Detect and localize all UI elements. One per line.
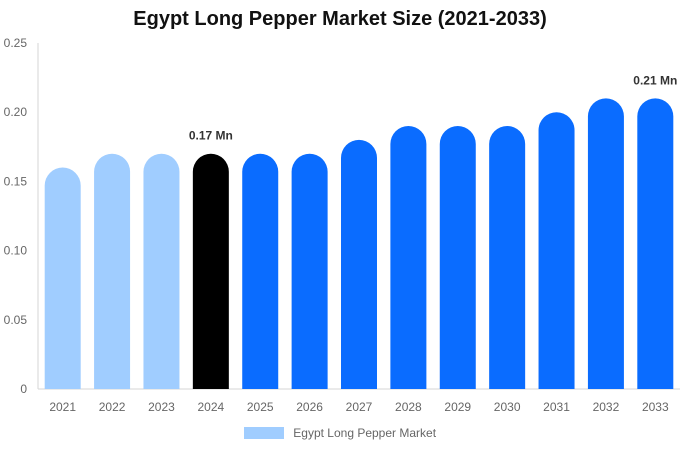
x-tick-label: 2024 — [197, 400, 224, 414]
legend-label: Egypt Long Pepper Market — [293, 425, 437, 440]
legend[interactable]: Egypt Long Pepper Market — [0, 425, 680, 440]
x-tick-label: 2031 — [543, 400, 570, 414]
y-tick-label: 0.20 — [4, 105, 28, 119]
x-tick-label: 2030 — [494, 400, 521, 414]
data-label: 0.17 Mn — [189, 129, 233, 143]
y-tick-label: 0 — [20, 382, 27, 396]
bar-2028 — [390, 126, 427, 390]
x-tick-label: 2033 — [642, 400, 669, 414]
y-tick-label: 0.25 — [4, 36, 28, 50]
bar-2026 — [291, 153, 328, 389]
chart-title: Egypt Long Pepper Market Size (2021-2033… — [133, 8, 547, 30]
x-tick-label: 2027 — [346, 400, 373, 414]
y-tick-label: 0.10 — [4, 244, 28, 258]
x-tick-label: 2026 — [296, 400, 323, 414]
bar-2029 — [439, 126, 476, 390]
x-tick-label: 2022 — [99, 400, 126, 414]
bar-2025 — [242, 153, 279, 389]
legend-swatch — [243, 426, 284, 439]
bar-2022 — [94, 153, 131, 389]
x-tick-label: 2025 — [247, 400, 274, 414]
x-tick-label: 2021 — [49, 400, 76, 414]
bar-2032 — [587, 98, 624, 390]
y-tick-label: 0.15 — [4, 174, 28, 188]
bar-2021 — [44, 167, 81, 389]
bar-2027 — [341, 139, 377, 389]
data-label: 0.21 Mn — [633, 73, 677, 87]
bar-2031 — [538, 112, 575, 389]
x-tick-label: 2028 — [395, 400, 422, 414]
x-tick-label: 2029 — [444, 400, 471, 414]
bar-2030 — [489, 126, 526, 390]
bar-2024 — [192, 153, 229, 389]
x-tick-label: 2023 — [148, 400, 175, 414]
x-tick-label: 2032 — [593, 400, 620, 414]
bar-2033 — [637, 98, 674, 390]
y-tick-label: 0.05 — [4, 313, 28, 327]
bar-2023 — [143, 153, 180, 389]
